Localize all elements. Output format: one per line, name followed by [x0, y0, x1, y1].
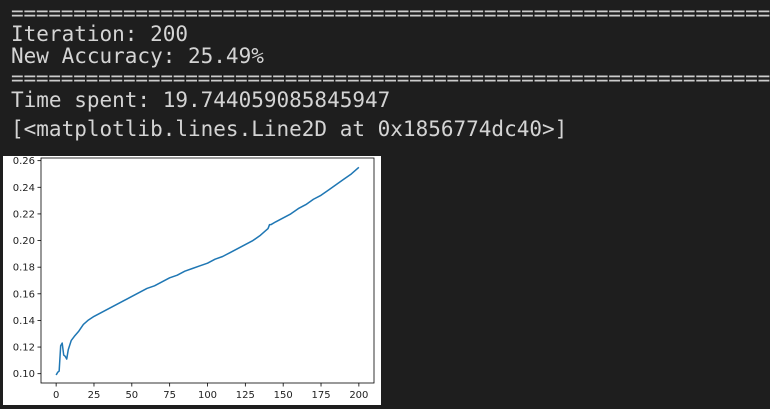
x-tick-label: 125 [236, 390, 255, 401]
iteration-text: Iteration: 200 [11, 22, 189, 46]
y-tick-label: 0.16 [13, 289, 35, 300]
y-tick-label: 0.18 [13, 263, 35, 274]
x-tick-label: 50 [125, 390, 138, 401]
y-tick-label: 0.10 [13, 369, 35, 380]
y-tick-label: 0.14 [13, 316, 35, 327]
line-chart: 0 25 50 75 100 125 150 175 200 0.100.120.140.160… [13, 156, 375, 401]
x-axis: 0 25 50 75 100 125 150 175 200 [53, 383, 368, 401]
x-tick-label: 100 [198, 390, 217, 401]
y-tick-label: 0.26 [13, 156, 35, 167]
y-tick-label: 0.24 [13, 183, 35, 194]
y-tick-label: 0.12 [13, 343, 35, 354]
separator-top: ========================================… [11, 1, 770, 25]
y-tick-label: 0.20 [13, 236, 35, 247]
x-tick-label: 25 [88, 390, 101, 401]
x-tick-label: 75 [163, 390, 176, 401]
y-axis: 0.10 0.12 0.14 0.16 0.18 0.20 0.22 0.24 0.26 [13, 156, 41, 380]
accuracy-text: New Accuracy: 25.49% [11, 44, 264, 68]
x-tick-label: 200 [349, 390, 368, 401]
separator-bottom: ========================================… [11, 66, 770, 90]
axes-frame [40, 157, 375, 384]
line2d-repr-text: [<matplotlib.lines.Line2D at 0x1856774dc… [11, 117, 568, 141]
accuracy-series-line [55, 166, 360, 376]
x-tick-label: 175 [311, 390, 330, 401]
y-tick-label: 0.22 [13, 209, 35, 220]
x-tick-label: 0 [53, 390, 59, 401]
x-tick-label: 150 [274, 390, 293, 401]
time-spent-text: Time spent: 19.744059085845947 [11, 88, 391, 112]
plot-output: 0 25 50 75 100 125 150 175 200 0.10 0.12 0.14 0.16 0… [3, 156, 381, 405]
